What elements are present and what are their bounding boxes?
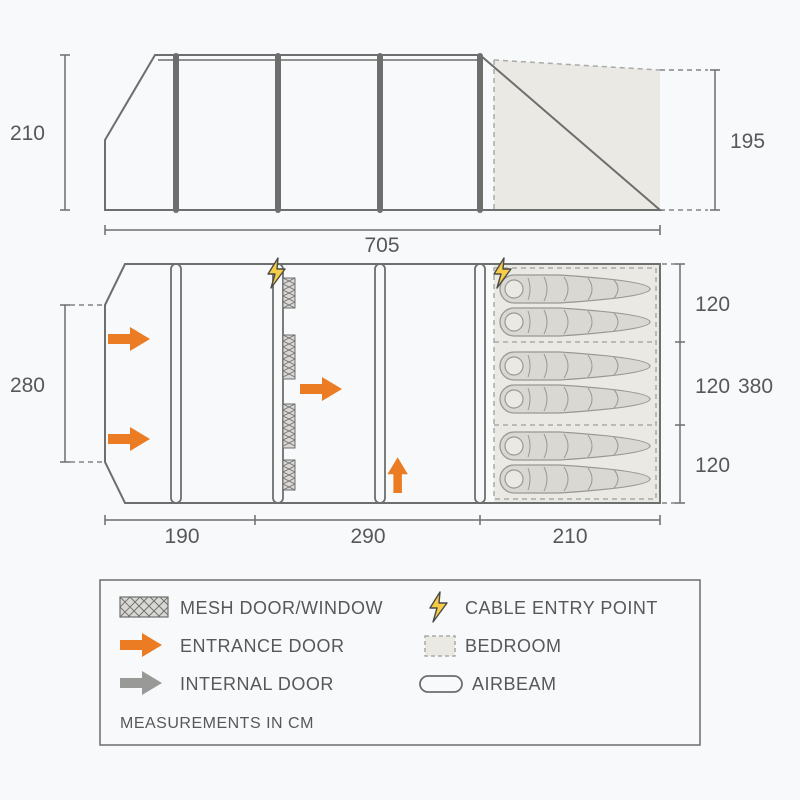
entrance-arrow-icon	[387, 457, 407, 493]
legend-entrance: ENTRANCE DOOR	[180, 636, 345, 656]
plan-view: 280 120 120 120 380	[10, 258, 773, 548]
side-elevation: 210 195 705	[10, 55, 765, 257]
legend: MESH DOOR/WINDOW CABLE ENTRY POINT ENTRA…	[100, 580, 700, 745]
legend-bedroom: BEDROOM	[465, 636, 562, 656]
legend-footer: MEASUREMENTS IN CM	[120, 715, 314, 732]
dim-bed-row2: 120	[695, 375, 730, 398]
dim-side-left: 210	[10, 122, 45, 145]
dim-plan-right: 380	[738, 375, 773, 398]
dim-total-length: 705	[364, 234, 399, 257]
entrance-arrow-icon	[300, 377, 342, 401]
tent-floorplan-diagram: { "dimensions": { "side_height_left": "2…	[0, 0, 800, 800]
diagram-svg: 210 195 705 280 120 120 120 380	[0, 0, 800, 800]
dim-bed-row1: 120	[695, 293, 730, 316]
legend-cable: CABLE ENTRY POINT	[465, 598, 658, 618]
dim-plan-left: 280	[10, 374, 45, 397]
dim-section2: 290	[350, 525, 385, 548]
entrance-arrow-icon	[108, 427, 150, 451]
entrance-arrow-icon	[108, 327, 150, 351]
dim-bed-row3: 120	[695, 454, 730, 477]
legend-mesh: MESH DOOR/WINDOW	[180, 598, 383, 618]
legend-airbeam: AIRBEAM	[472, 674, 557, 694]
dim-section1: 190	[164, 525, 199, 548]
mesh-panels	[283, 278, 295, 490]
dim-side-right: 195	[730, 130, 765, 153]
dim-section3: 210	[552, 525, 587, 548]
legend-internal: INTERNAL DOOR	[180, 674, 334, 694]
